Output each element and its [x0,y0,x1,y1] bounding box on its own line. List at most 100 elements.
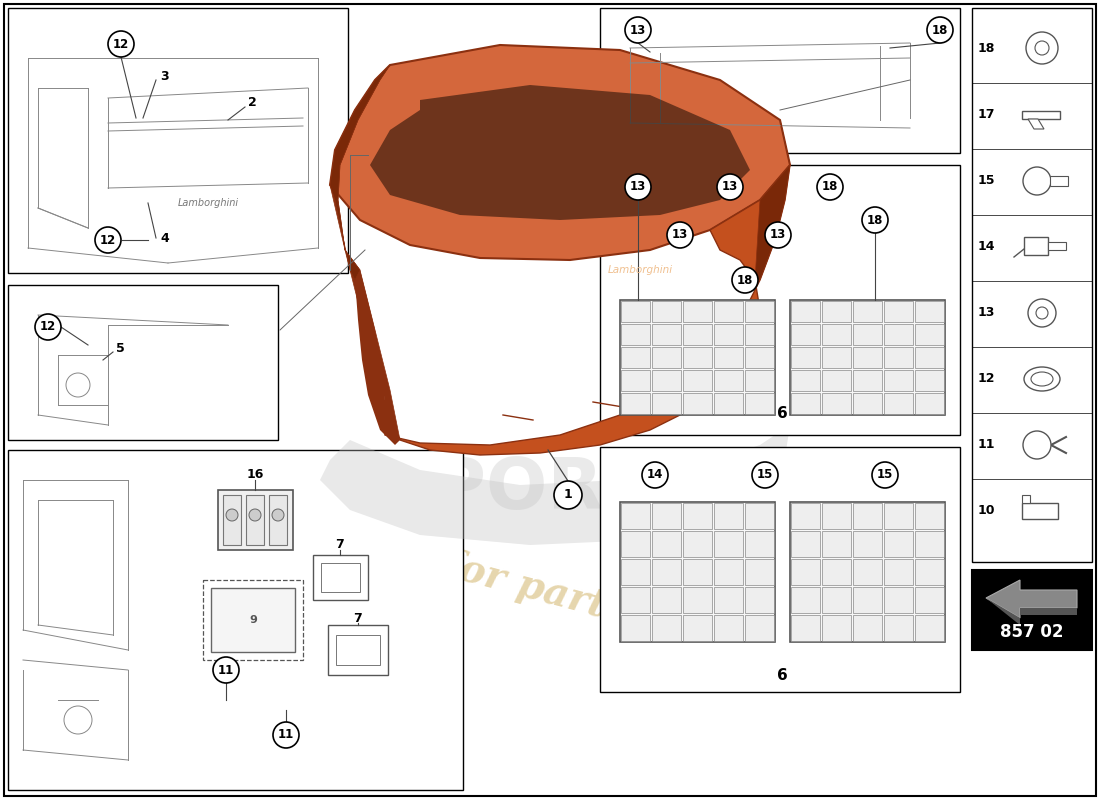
Bar [652,370,681,391]
Bar [884,347,913,368]
Bar [8,450,463,790]
Bar [745,347,774,368]
Text: 11: 11 [977,438,994,451]
Text: 11: 11 [218,663,234,677]
Circle shape [249,509,261,521]
Bar [204,580,302,660]
Bar [621,393,650,414]
Text: 13: 13 [977,306,994,319]
Bar [600,8,960,153]
Circle shape [862,207,888,233]
Bar [852,370,882,391]
Bar [884,587,913,613]
Bar [620,502,776,642]
Bar [745,503,774,529]
Circle shape [1035,41,1049,55]
Bar [745,370,774,391]
Bar [652,615,681,641]
Circle shape [1026,32,1058,64]
Circle shape [817,174,843,200]
Bar [852,615,882,641]
Circle shape [1028,299,1056,327]
Bar [822,559,851,585]
Bar [652,559,681,585]
Bar [822,393,851,414]
Ellipse shape [1031,372,1053,386]
Bar [600,447,960,692]
Bar [884,324,913,345]
Text: 13: 13 [770,229,786,242]
Bar [791,615,820,641]
Bar [852,503,882,529]
Text: 12: 12 [113,38,129,50]
Bar [683,503,712,529]
Circle shape [66,373,90,397]
Polygon shape [1022,111,1060,119]
Polygon shape [330,45,790,260]
Circle shape [272,509,284,521]
Circle shape [64,706,92,734]
Bar [852,587,882,613]
Bar [822,531,851,557]
Bar [972,8,1092,562]
Bar [915,301,944,322]
Circle shape [625,17,651,43]
Text: 9: 9 [249,615,257,625]
Text: 857 02: 857 02 [1000,623,1064,641]
Bar [683,531,712,557]
Bar [915,370,944,391]
Bar [822,503,851,529]
Bar [652,531,681,557]
Bar [791,559,820,585]
Bar [652,587,681,613]
Bar [822,347,851,368]
Bar [884,503,913,529]
Polygon shape [370,85,750,220]
Bar [714,587,742,613]
Text: 14: 14 [977,241,994,254]
Text: 15: 15 [877,469,893,482]
Text: 6: 6 [777,667,788,682]
Bar [791,347,820,368]
Bar [791,587,820,613]
Text: 12: 12 [100,234,117,246]
Bar [822,587,851,613]
Bar [745,587,774,613]
Text: 17: 17 [977,109,994,122]
Polygon shape [355,270,400,445]
Circle shape [1023,167,1050,195]
Bar [745,559,774,585]
Text: 13: 13 [630,23,646,37]
Bar [1048,242,1066,250]
Bar [791,531,820,557]
Circle shape [108,31,134,57]
Bar [246,495,264,545]
Bar [652,301,681,322]
Bar [683,324,712,345]
Bar [745,301,774,322]
Bar [884,531,913,557]
Bar [621,301,650,322]
Polygon shape [755,120,790,280]
Text: 11: 11 [278,729,294,742]
Bar [915,503,944,529]
Bar [652,324,681,345]
Polygon shape [986,598,1077,625]
Text: 5: 5 [116,342,124,354]
Circle shape [764,222,791,248]
Bar [822,615,851,641]
Bar [600,165,960,435]
Text: 18: 18 [977,42,994,54]
Bar [745,393,774,414]
Bar [791,370,820,391]
Circle shape [732,267,758,293]
Bar [683,370,712,391]
Bar [270,495,287,545]
Circle shape [273,722,299,748]
Bar [652,503,681,529]
Bar [745,615,774,641]
Circle shape [1036,307,1048,319]
Circle shape [625,174,651,200]
Bar [822,370,851,391]
Circle shape [35,314,60,340]
